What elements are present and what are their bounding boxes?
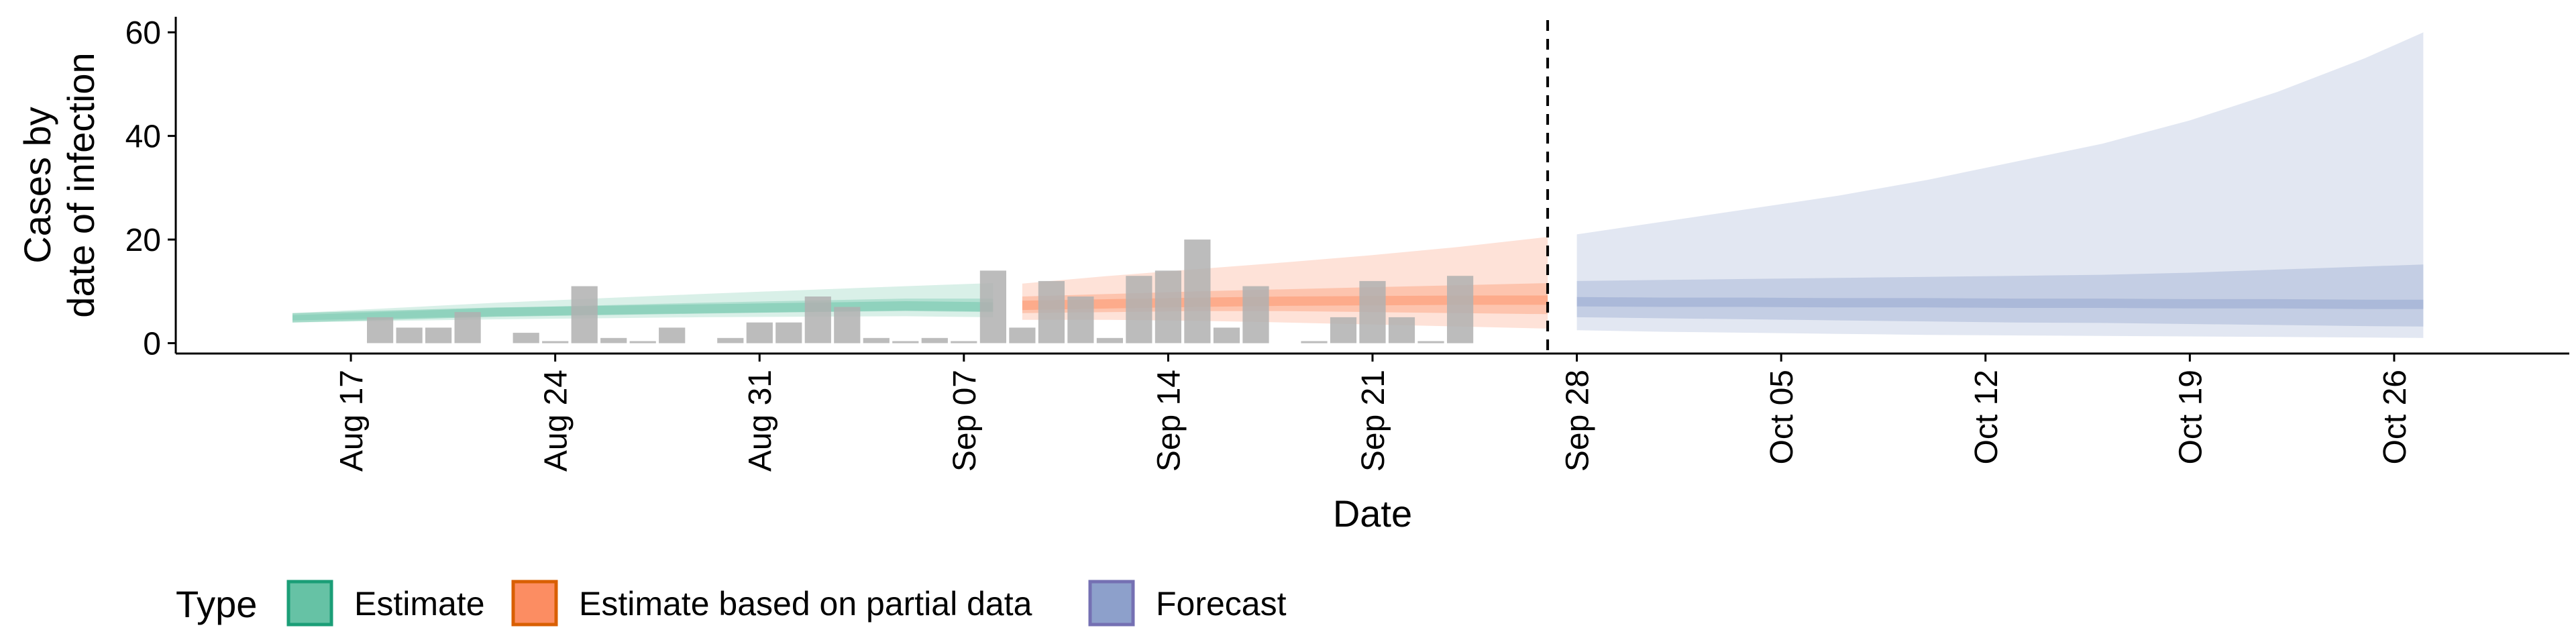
case-bar [629,341,656,343]
case-bar [1067,297,1094,343]
case-bar [717,337,744,343]
case-bar [396,327,423,343]
x-tick-label: Aug 24 [539,370,574,472]
case-bar [1359,280,1386,343]
legend: Type Estimate Estimate based on partial d… [176,580,1287,627]
case-bar [1184,239,1211,343]
y-tick-label: 60 [125,15,161,51]
case-bar [1417,341,1444,343]
case-bar [775,322,802,343]
x-tick-label: Sep 28 [1560,370,1596,472]
estimate-based-on-partial-data-legend-key [511,580,558,627]
y-axis-title-line-2: date of infection [60,52,102,317]
case-bar [863,337,890,343]
y-axis-title-line-1: Cases by [16,107,58,263]
estimate-based-on-partial-data-median-band [1022,295,1548,311]
case-bar [367,317,394,343]
case-bar [1213,327,1240,343]
estimate-based-on-partial-data-outer-band [1022,237,1548,329]
observed-case-bars [367,239,1474,343]
case-bar [1301,341,1328,343]
case-bar [892,341,919,343]
x-tick-label: Sep 07 [947,370,983,472]
forecast-legend-label: Forecast [1156,585,1287,623]
estimate-based-on-partial-data-inner-band [1022,283,1548,315]
x-axis-title: Date [1333,492,1412,535]
case-bar [1388,317,1415,343]
y-tick-label: 40 [125,119,161,155]
case-bar [1155,270,1181,343]
estimate-legend-key [286,580,333,627]
case-bar [1330,317,1357,343]
axes: 0 20 40 60 Aug 17 Aug 24 Aug 31 Sep 07 Sep 14 Sep… [125,15,2569,472]
y-tick-label: 20 [125,223,161,258]
case-bar [979,270,1006,343]
case-bar [454,312,481,343]
x-tick-label: Sep 21 [1356,370,1391,472]
case-bar [834,307,861,343]
case-bar [1009,327,1036,343]
case-bar [659,327,686,343]
case-bar [1126,276,1152,343]
x-tick-label: Aug 17 [334,370,370,472]
estimate-legend-label: Estimate [354,585,485,623]
case-bar [542,341,569,343]
x-tick-label: Oct 26 [2377,370,2413,464]
x-tick-label: Oct 19 [2173,370,2208,464]
case-bar [1242,286,1269,343]
forecast-legend-key [1088,580,1135,627]
case-bar [425,327,452,343]
estimate-bands [292,32,2424,338]
case-bar [746,322,773,343]
x-tick-label: Oct 12 [1969,370,2004,464]
case-bar [571,286,598,343]
forecast-outer-band [1576,32,2424,338]
y-tick-label: 0 [143,327,161,362]
case-bar [1096,337,1123,343]
case-bar [600,337,627,343]
legend-title: Type [176,583,257,625]
estimate-based-on-partial-data-legend-label: Estimate based on partial data [579,585,1032,623]
forecast-median-band [1576,297,2424,309]
x-tick-label: Oct 05 [1764,370,1800,464]
case-bar [921,337,948,343]
case-bar [1038,280,1065,343]
x-tick-label: Sep 14 [1151,370,1187,472]
forecast-inner-band [1576,264,2424,327]
case-bar [951,341,977,343]
x-tick-label: Aug 31 [743,370,778,472]
case-bar [1447,276,1474,343]
case-bar [513,333,539,343]
case-bar [804,297,831,343]
